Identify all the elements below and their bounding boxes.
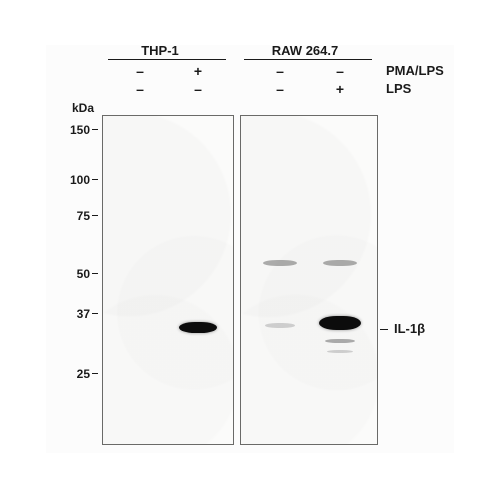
- treat-label-pma: PMA/LPS: [386, 63, 444, 78]
- cell-line-label-raw: RAW 264.7: [250, 43, 360, 58]
- treat-label-lps: LPS: [386, 81, 411, 96]
- treat-pma-lane2: +: [190, 63, 206, 79]
- band: [323, 260, 357, 266]
- tick-150: [92, 129, 98, 130]
- tick-75: [92, 215, 98, 216]
- tick-100: [92, 179, 98, 180]
- band: [263, 260, 297, 266]
- tick-50: [92, 273, 98, 274]
- band: [179, 322, 217, 333]
- panel-noise: [241, 116, 377, 444]
- band: [319, 316, 361, 330]
- kda-label: kDa: [72, 101, 94, 115]
- tick-25: [92, 373, 98, 374]
- treat-pma-lane3: –: [272, 63, 288, 79]
- band: [327, 350, 353, 353]
- underline-raw: [244, 59, 372, 60]
- blot-area: [102, 115, 378, 445]
- mw-150: 150: [62, 123, 90, 137]
- mw-75: 75: [62, 209, 90, 223]
- target-tick: [380, 329, 388, 330]
- treat-lps-lane4: +: [332, 81, 348, 97]
- mw-50: 50: [62, 267, 90, 281]
- blot-panel-thp1: [102, 115, 234, 445]
- treat-pma-lane4: –: [332, 63, 348, 79]
- header: THP-1 RAW 264.7 – + – – PMA/LPS – – – + …: [46, 45, 454, 103]
- treat-lps-lane1: –: [132, 81, 148, 97]
- treat-lps-lane2: –: [190, 81, 206, 97]
- panel-noise: [103, 116, 233, 444]
- band: [325, 339, 355, 343]
- mw-100: 100: [62, 173, 90, 187]
- mw-25: 25: [62, 367, 90, 381]
- mw-37: 37: [62, 307, 90, 321]
- tick-37: [92, 313, 98, 314]
- blot-panel-raw: [240, 115, 378, 445]
- cell-line-label-thp1: THP-1: [120, 43, 200, 58]
- western-blot-figure: THP-1 RAW 264.7 – + – – PMA/LPS – – – + …: [46, 45, 454, 453]
- treat-pma-lane1: –: [132, 63, 148, 79]
- target-label: IL-1β: [394, 321, 425, 336]
- underline-thp1: [108, 59, 226, 60]
- band: [265, 323, 295, 328]
- treat-lps-lane3: –: [272, 81, 288, 97]
